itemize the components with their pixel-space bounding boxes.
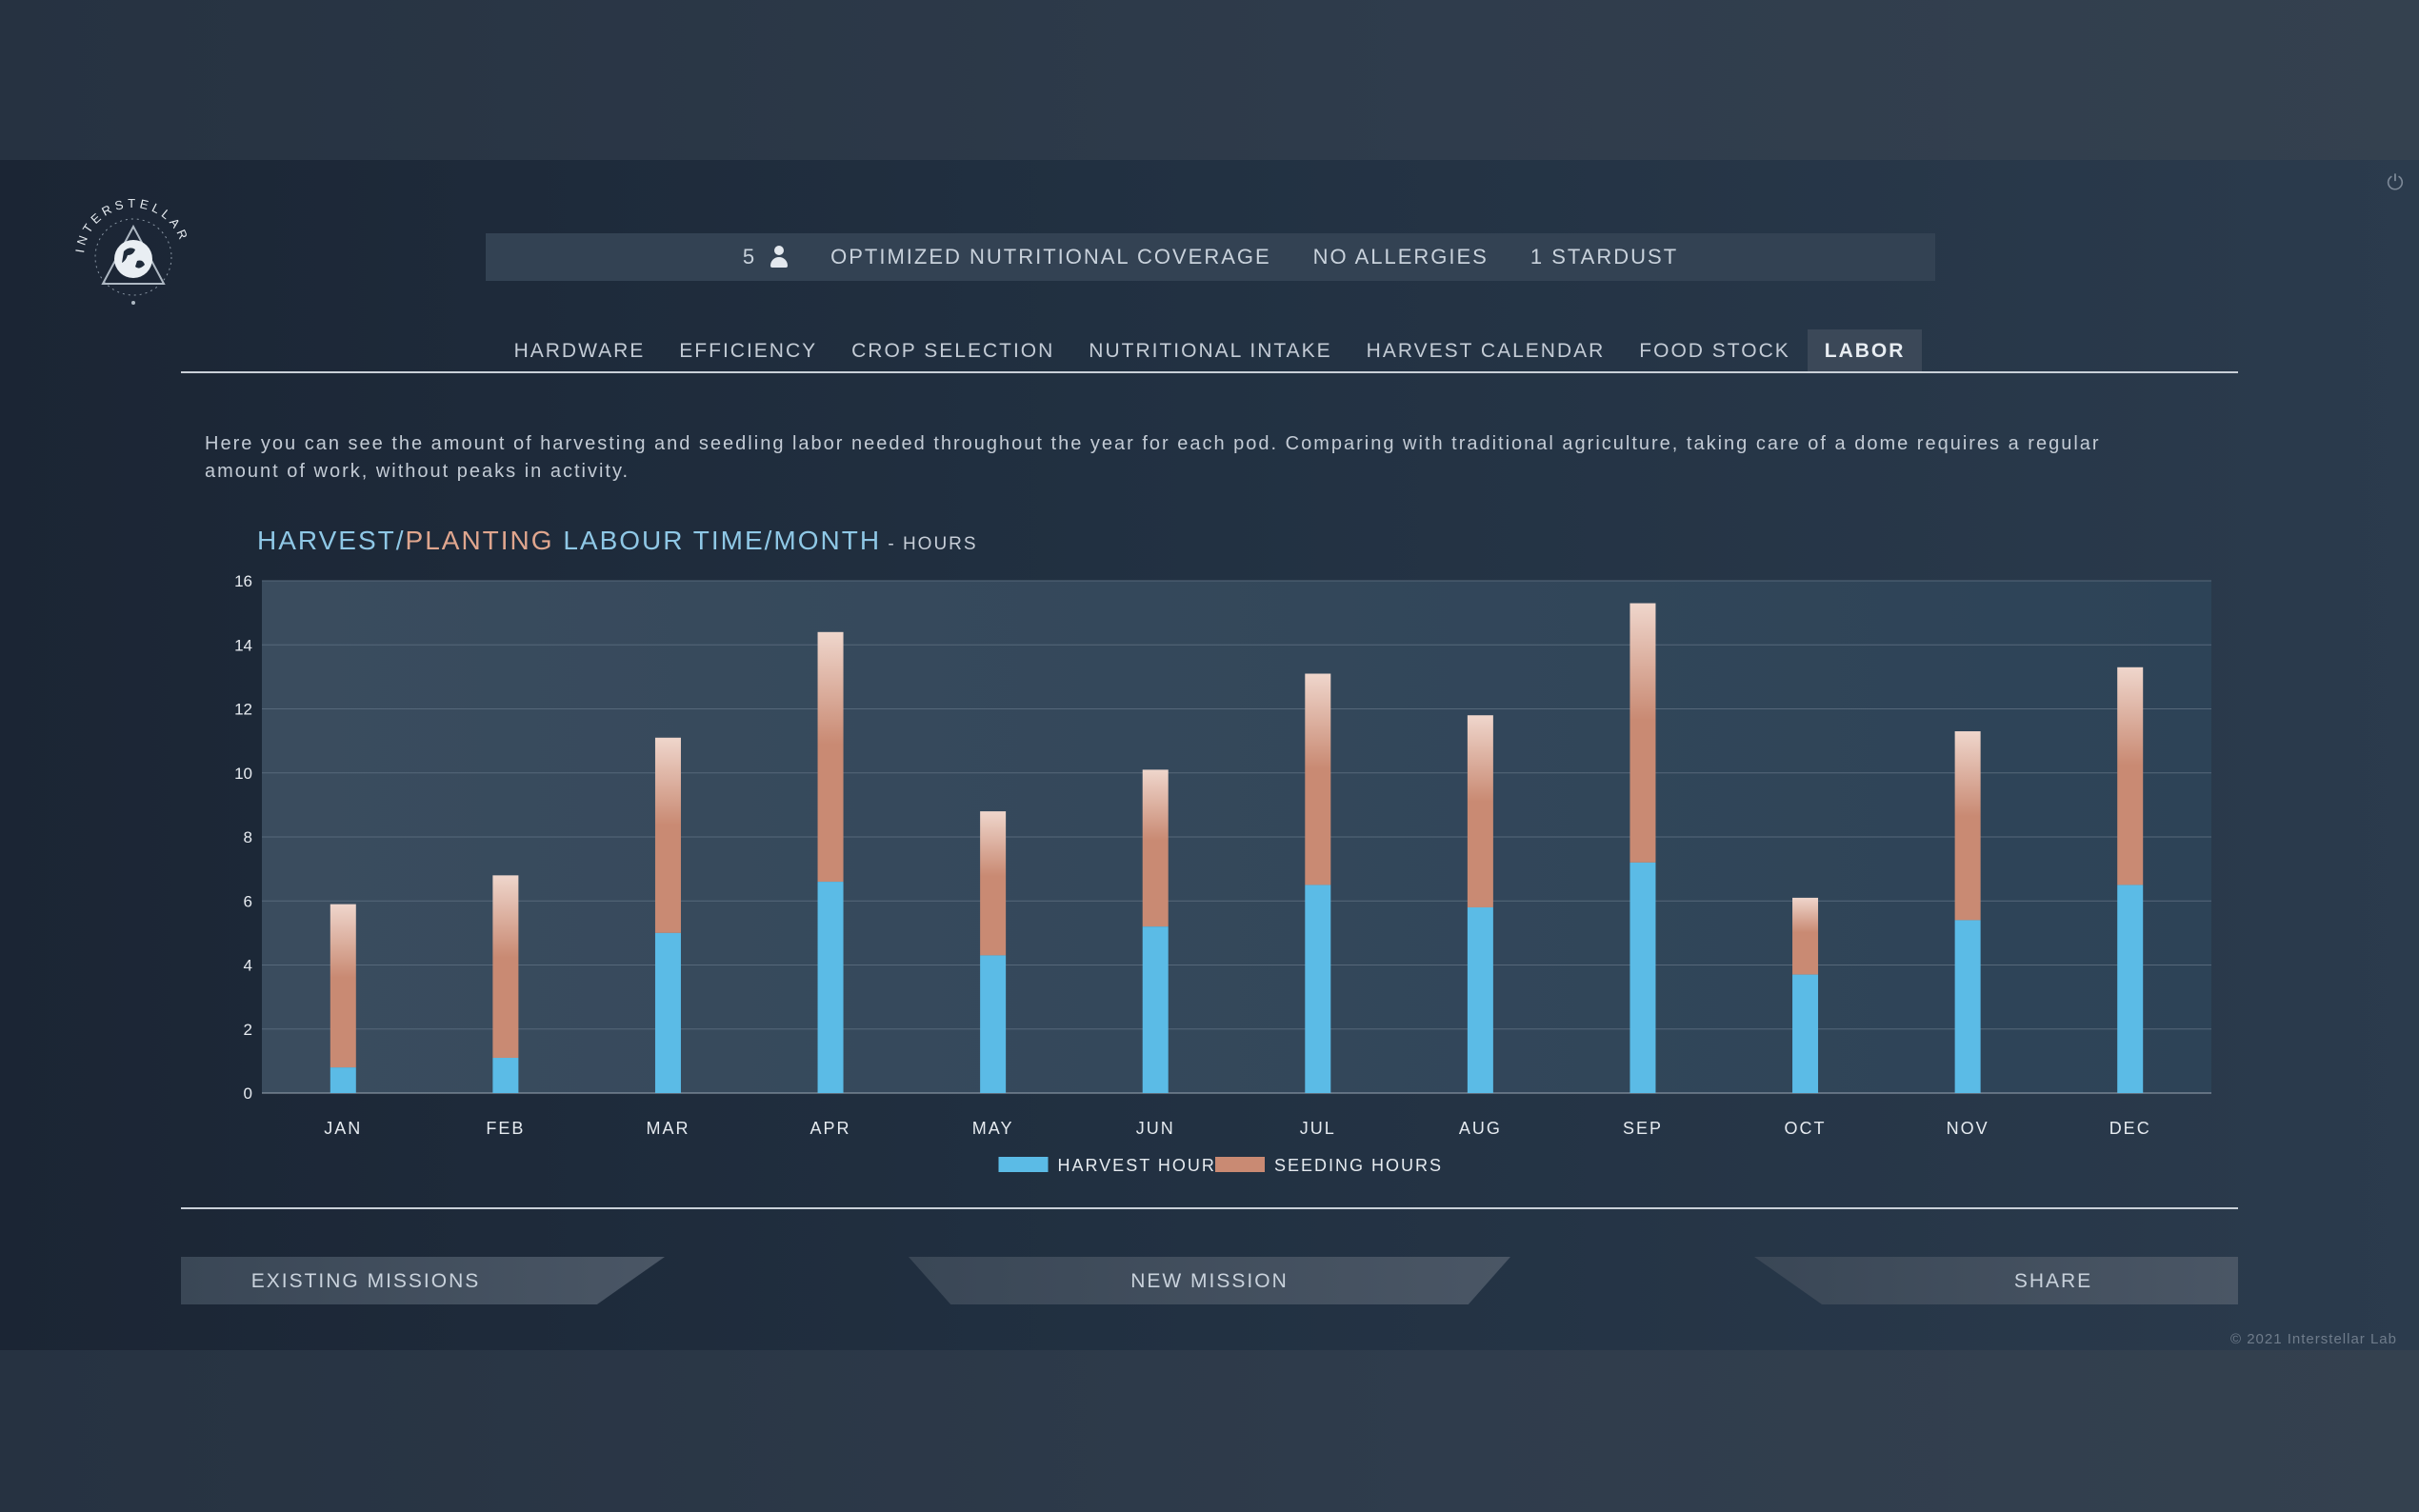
seeding-bar — [818, 632, 844, 882]
x-tick-label: AUG — [1459, 1119, 1502, 1138]
harvest-bar — [1955, 920, 1981, 1093]
seeding-bar — [655, 738, 681, 933]
seeding-bar — [1955, 731, 1981, 920]
x-tick-label: OCT — [1785, 1119, 1827, 1138]
y-tick-label: 0 — [244, 1084, 252, 1103]
existing-missions-button[interactable]: EXISTING MISSIONS — [181, 1257, 665, 1304]
harvest-bar — [1468, 907, 1493, 1093]
y-tick-label: 16 — [234, 572, 252, 590]
seeding-bar — [492, 875, 518, 1058]
new-mission-label: NEW MISSION — [1130, 1270, 1289, 1292]
y-tick-label: 12 — [234, 701, 252, 719]
y-tick-label: 14 — [234, 636, 252, 654]
harvest-bar — [1143, 926, 1169, 1093]
seeding-bar — [980, 811, 1006, 955]
harvest-bar — [1305, 885, 1330, 1093]
harvest-bar — [818, 882, 844, 1093]
harvest-bar — [1792, 975, 1818, 1093]
legend-harvest-label: HARVEST HOURS — [1058, 1156, 1229, 1175]
harvest-bar — [980, 955, 1006, 1093]
x-tick-label: MAR — [646, 1119, 690, 1138]
seeding-bar — [1305, 674, 1330, 885]
seeding-bar — [1143, 769, 1169, 926]
harvest-bar — [492, 1058, 518, 1093]
share-label: SHARE — [2014, 1257, 2092, 1306]
harvest-bar — [330, 1067, 356, 1093]
y-tick-label: 2 — [244, 1021, 252, 1039]
x-tick-label: JUL — [1300, 1119, 1336, 1138]
x-tick-label: DEC — [2109, 1119, 2151, 1138]
copyright: © 2021 Interstellar Lab — [2230, 1331, 2397, 1347]
y-tick-label: 4 — [244, 957, 252, 975]
y-tick-label: 8 — [244, 828, 252, 846]
x-tick-label: NOV — [1947, 1119, 1989, 1138]
seeding-bar — [1629, 604, 1655, 863]
harvest-bar — [2117, 885, 2143, 1093]
x-tick-label: APR — [810, 1119, 851, 1138]
x-tick-label: JUN — [1136, 1119, 1175, 1138]
legend-harvest-swatch — [999, 1157, 1049, 1172]
seeding-bar — [2117, 667, 2143, 885]
y-tick-label: 10 — [234, 765, 252, 783]
x-tick-label: JAN — [324, 1119, 362, 1138]
harvest-bar — [1629, 863, 1655, 1093]
legend-seeding-label: SEEDING HOURS — [1274, 1156, 1443, 1175]
bottom-divider — [181, 1207, 2238, 1209]
y-tick-label: 6 — [244, 892, 252, 910]
share-button[interactable]: SHARE — [1754, 1257, 2238, 1304]
x-tick-label: MAY — [972, 1119, 1014, 1138]
seeding-bar — [1792, 898, 1818, 975]
x-tick-label: FEB — [486, 1119, 525, 1138]
new-mission-button[interactable]: NEW MISSION — [909, 1257, 1510, 1304]
x-tick-label: SEP — [1623, 1119, 1663, 1138]
seeding-bar — [330, 905, 356, 1067]
legend-seeding-swatch — [1215, 1157, 1265, 1172]
existing-missions-label: EXISTING MISSIONS — [251, 1257, 481, 1306]
seeding-bar — [1468, 715, 1493, 907]
harvest-bar — [655, 933, 681, 1093]
